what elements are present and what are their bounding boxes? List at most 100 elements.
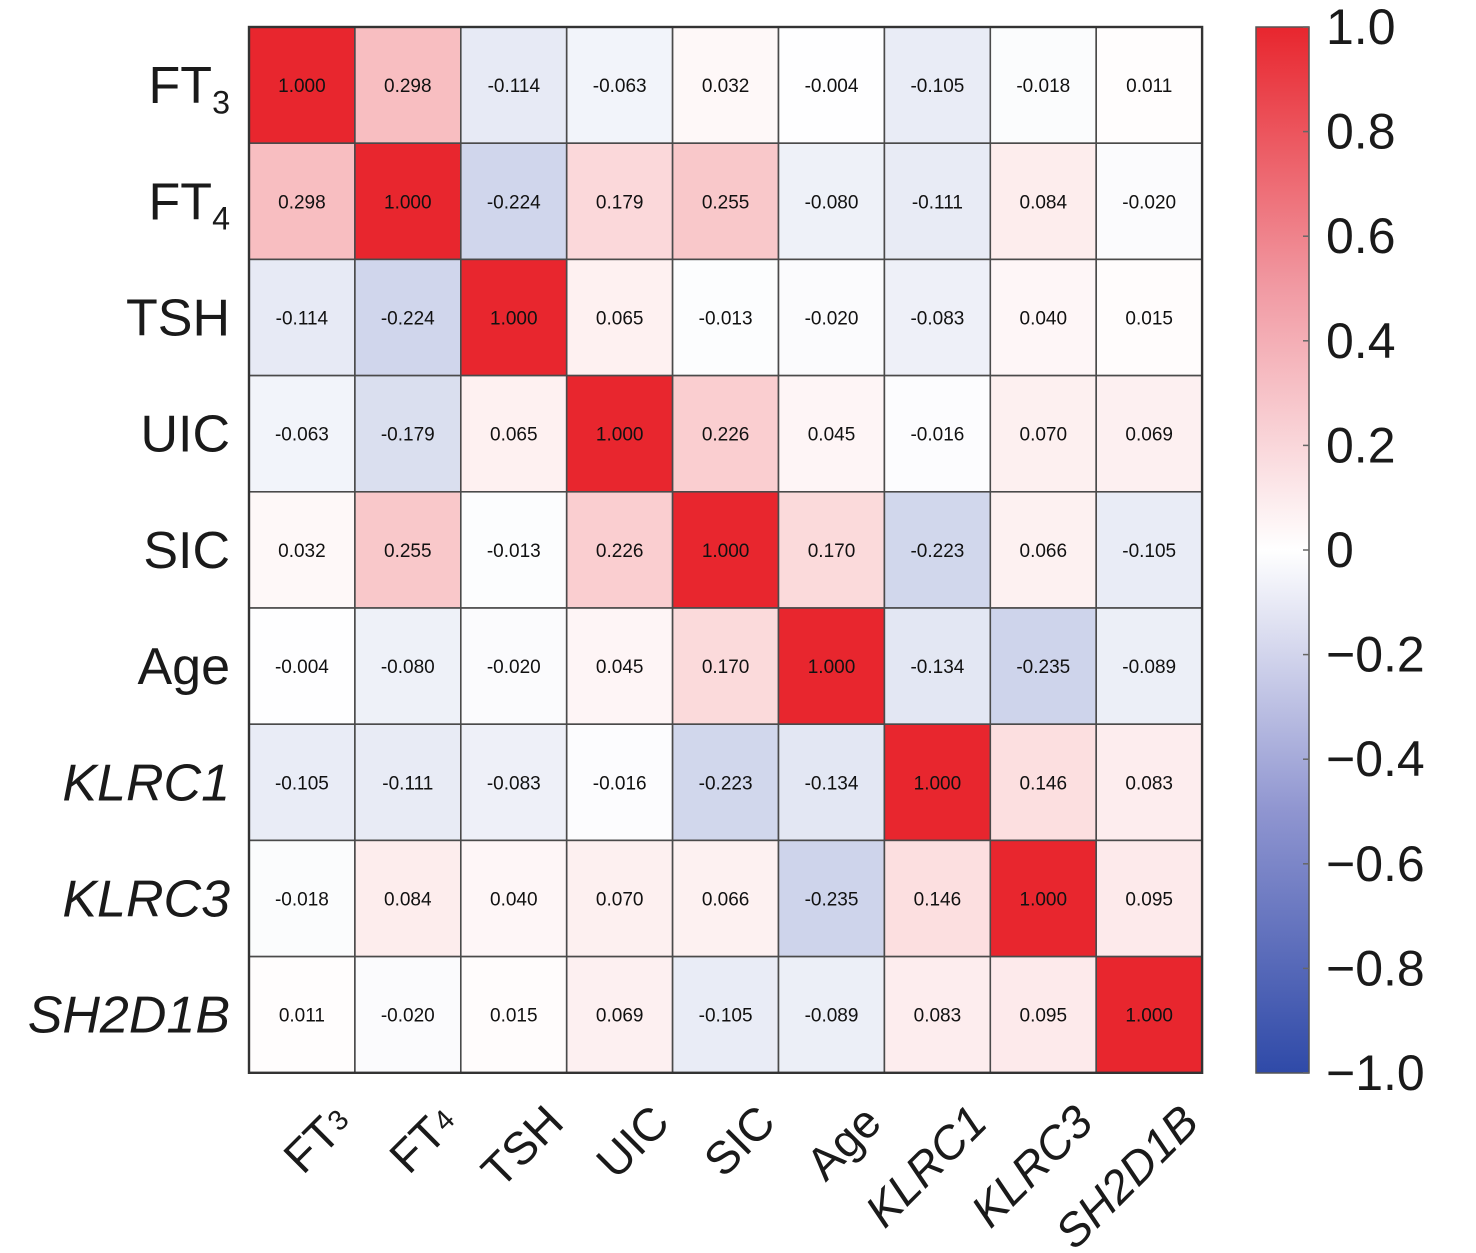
heatmap-cell xyxy=(883,490,992,609)
cell-value-label: 1.000 xyxy=(596,425,644,446)
colorbar-tick-label: −1.0 xyxy=(1326,1045,1425,1101)
cell-value-label: 0.015 xyxy=(1125,309,1173,330)
cell-value-label: 0.146 xyxy=(914,890,962,911)
heatmap-cell xyxy=(459,490,568,609)
heatmap-cell xyxy=(1095,607,1203,725)
cell-value-label: 0.045 xyxy=(596,657,644,678)
heatmap-cell xyxy=(989,374,1097,493)
heatmap-cell xyxy=(354,374,462,493)
cell-value-label: 0.298 xyxy=(384,76,432,97)
row-label: FT4 xyxy=(149,173,230,236)
heatmap-cell xyxy=(1095,374,1203,493)
cell-value-label: -0.016 xyxy=(593,773,647,794)
heatmap-cell xyxy=(777,955,886,1074)
heatmap-cell xyxy=(354,490,462,609)
row-text: FT xyxy=(149,173,213,231)
heatmap-cell xyxy=(671,142,780,261)
cell-value-label: -0.083 xyxy=(487,773,541,794)
heatmap-cell xyxy=(248,839,356,958)
cell-value-label: -0.016 xyxy=(910,425,964,446)
cell-value-label: 1.000 xyxy=(702,541,750,562)
heatmap-cell xyxy=(671,955,780,1074)
heatmap-cell xyxy=(777,26,886,144)
column-text: UIC xyxy=(586,1095,679,1188)
column-text: TSH xyxy=(471,1095,573,1197)
row-text: Age xyxy=(137,638,230,696)
cell-value-label: 1.000 xyxy=(490,309,538,330)
cell-value-label: 0.095 xyxy=(1020,1006,1068,1027)
cell-value-label: 0.069 xyxy=(596,1006,644,1027)
cell-value-label: 1.000 xyxy=(1020,890,1068,911)
cell-value-label: -0.018 xyxy=(275,890,329,911)
cell-value-label: 1.000 xyxy=(1125,1006,1173,1027)
cell-value-label: -0.089 xyxy=(1122,657,1176,678)
cell-value-label: -0.020 xyxy=(1122,192,1176,213)
heatmap-cell xyxy=(1095,490,1203,609)
heatmap-cell xyxy=(989,26,1097,144)
heatmap-cell xyxy=(354,258,462,377)
row-text: KLRC3 xyxy=(62,871,230,929)
heatmap-frame xyxy=(247,25,1204,1075)
column-label: UIC xyxy=(586,1095,679,1188)
cell-value-label: 0.226 xyxy=(596,541,644,562)
row-label: Age xyxy=(137,638,230,696)
cell-value-label: 1.000 xyxy=(914,773,962,794)
cell-value-label: -0.004 xyxy=(275,657,329,678)
heatmap-cell xyxy=(354,607,462,725)
heatmap-cell xyxy=(248,258,356,377)
colorbar-tick-label: 0.6 xyxy=(1326,208,1396,264)
heatmap-cell xyxy=(565,490,674,609)
heatmap-cell xyxy=(354,955,462,1074)
heatmap-cell xyxy=(777,607,886,725)
column-text: SIC xyxy=(693,1095,784,1186)
row-label: KLRC3 xyxy=(62,871,230,929)
heatmap-cell xyxy=(565,839,674,958)
column-label: SIC xyxy=(693,1095,784,1186)
heatmap-cell xyxy=(883,258,992,377)
cell-value-label: 0.170 xyxy=(808,541,856,562)
cell-value-label: 0.070 xyxy=(1020,425,1068,446)
colorbar-gradient xyxy=(1255,26,1310,1074)
cell-value-label: -0.013 xyxy=(699,309,753,330)
cell-value-label: -0.105 xyxy=(910,76,964,97)
heatmap-cell xyxy=(248,723,356,842)
heatmap-cell xyxy=(565,26,674,144)
heatmap-cell xyxy=(671,839,780,958)
cell-value-label: 0.065 xyxy=(596,309,644,330)
column-text: Age xyxy=(796,1095,891,1190)
row-label: TSH xyxy=(126,290,230,348)
heatmap-cell xyxy=(671,258,780,377)
colorbar: 1.0 0.8 0.6 0.4 0.2 0 −0.2 −0.4 −0.6 −0.8 −1.0 xyxy=(1255,0,1425,1101)
colorbar-tick-label: 0.4 xyxy=(1326,313,1396,369)
heatmap-cell xyxy=(248,490,356,609)
cell-value-label: -0.013 xyxy=(487,541,541,562)
colorbar-tick-label: 0 xyxy=(1326,522,1354,578)
row-subscript: 3 xyxy=(212,84,230,120)
cell-value-label: 0.070 xyxy=(596,890,644,911)
heatmap-cell xyxy=(248,607,356,725)
cell-value-label: -0.134 xyxy=(910,657,964,678)
heatmap-cell xyxy=(565,374,674,493)
column-label: FT4 xyxy=(379,1095,467,1183)
cell-value-label: -0.080 xyxy=(381,657,435,678)
heatmap-cell xyxy=(354,723,462,842)
heatmap-cells: 1.000 0.298 -0.114 -0.063 0.032 -0.004 -0.105 -… xyxy=(247,25,1204,1075)
column-label: Age xyxy=(796,1095,891,1190)
cell-value-label: -0.080 xyxy=(805,192,859,213)
row-label: KLRC1 xyxy=(62,754,230,812)
heatmap-cell xyxy=(883,142,992,261)
row-subscript: 4 xyxy=(212,201,230,237)
cell-value-label: 0.011 xyxy=(1126,76,1172,97)
cell-value-label: 0.083 xyxy=(1125,773,1173,794)
cell-value-label: 0.255 xyxy=(702,192,750,213)
cell-value-label: -0.235 xyxy=(1016,657,1070,678)
cell-value-label: -0.063 xyxy=(593,76,647,97)
heatmap-cell xyxy=(777,839,886,958)
cell-value-label: -0.223 xyxy=(699,773,753,794)
cell-value-label: 0.040 xyxy=(1020,309,1068,330)
heatmap-cell xyxy=(989,607,1097,725)
cell-value-label: -0.105 xyxy=(275,773,329,794)
